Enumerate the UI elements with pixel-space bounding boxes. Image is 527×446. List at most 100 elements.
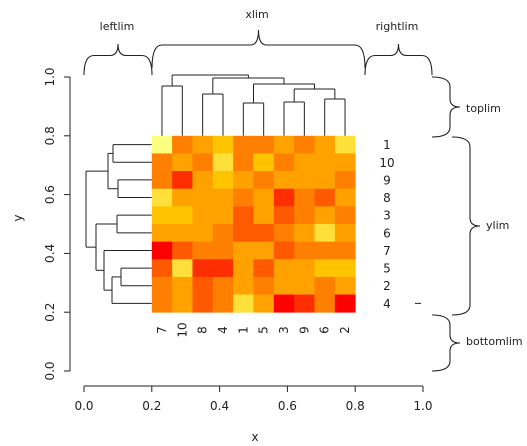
heatmap-cell — [253, 188, 275, 207]
heatmap-cell — [294, 276, 315, 295]
heatmap-cell — [172, 135, 193, 154]
x-tick-label: 0.2 — [142, 399, 161, 413]
heatmap-cell — [151, 206, 173, 225]
heatmap-cell — [233, 259, 254, 278]
heatmap-cell — [314, 294, 336, 313]
axes: 0.0 0.2 0.4 0.6 0.8 1.0 0.0 0.2 0.4 0.6 0.8 1.0 — [43, 67, 433, 413]
y-axis-title: y — [11, 214, 25, 221]
heatmap-cell — [314, 259, 336, 278]
y-tick-label: 0.4 — [43, 244, 57, 263]
annotation-xlim: xlim — [245, 8, 268, 21]
heatmap-cell — [334, 135, 356, 154]
x-axis-title: x — [251, 430, 258, 444]
row-label: 7 — [383, 244, 391, 258]
heatmap-cell — [233, 241, 254, 260]
heatmap-cell — [334, 171, 356, 190]
heatmap-cell — [233, 224, 254, 243]
heatmap-cell — [253, 294, 275, 313]
annotation-labels: xlim leftlim rightlim toplim ylim bottom… — [100, 8, 523, 348]
heatmap-cell — [273, 153, 295, 172]
heatmap-cell — [334, 206, 356, 225]
heatmap-cell — [253, 259, 275, 278]
heatmap-cell — [172, 171, 193, 190]
heatmap-cell — [172, 206, 193, 225]
heatmap-cell — [294, 241, 315, 260]
heatmap-cell — [314, 153, 336, 172]
heatmap-cell — [314, 188, 336, 207]
rightlim-brace — [364, 43, 433, 76]
annotation-ylim: ylim — [486, 219, 509, 232]
heatmap-cell — [273, 171, 295, 190]
heatmap-cell — [294, 259, 315, 278]
annotation-bottomlim: bottomlim — [466, 335, 523, 348]
heatmap-cell — [151, 241, 173, 260]
heatmap-cell — [192, 206, 214, 225]
heatmap-cell — [192, 153, 214, 172]
heatmap-cell — [151, 276, 173, 295]
heatmap-cell — [294, 188, 315, 207]
heatmap-cell — [334, 294, 356, 313]
heatmap-cell — [273, 188, 295, 207]
y-tick-label: 0.6 — [43, 185, 57, 204]
x-tick-label: 0.8 — [346, 399, 365, 413]
heatmap-cell — [212, 224, 234, 243]
bottomlim-brace — [431, 314, 461, 372]
heatmap-cell — [212, 206, 234, 225]
heatmap-cell — [334, 241, 356, 260]
leftlim-brace — [83, 43, 153, 76]
heatmap-cell — [314, 171, 336, 190]
heatmap-cell — [334, 188, 356, 207]
column-label: 5 — [257, 326, 271, 334]
column-label: 7 — [155, 326, 169, 334]
heatmap-cell — [273, 241, 295, 260]
x-tick-label: 0.4 — [210, 399, 229, 413]
annotation-leftlim: leftlim — [100, 20, 135, 33]
heatmap-cell — [253, 171, 275, 190]
xlim-brace — [151, 29, 366, 69]
heatmap-cell — [233, 206, 254, 225]
heatmap-cell — [233, 294, 254, 313]
column-label: 2 — [338, 326, 352, 334]
heatmap-cell — [334, 153, 356, 172]
heatmap-cell — [192, 188, 214, 207]
heatmap-cell — [151, 135, 173, 154]
annotation-toplim: toplim — [466, 102, 501, 115]
x-tick-label: 0.6 — [278, 399, 297, 413]
heatmap-cell — [151, 153, 173, 172]
heatmap-cell — [233, 135, 254, 154]
heatmap-cell — [273, 294, 295, 313]
heatmap-cell — [273, 259, 295, 278]
heatmap-cell — [314, 276, 336, 295]
row-label: 4 — [383, 297, 391, 311]
column-label: 4 — [216, 326, 230, 334]
annotation-rightlim: rightlim — [376, 20, 419, 33]
column-label: 1 — [236, 326, 250, 334]
heatmap-cell — [172, 259, 193, 278]
heatmap-cell — [151, 259, 173, 278]
heatmap-cell — [294, 294, 315, 313]
heatmap-cell — [151, 171, 173, 190]
heatmap-cell — [314, 135, 336, 154]
heatmap-cell — [212, 259, 234, 278]
row-label: 1 — [383, 138, 391, 152]
dendrograms — [85, 74, 346, 304]
row-label: 8 — [383, 191, 391, 205]
heatmap-cell — [273, 206, 295, 225]
heatmap-cell — [294, 171, 315, 190]
heatmap-cell — [294, 224, 315, 243]
heatmap-cell — [314, 241, 336, 260]
heatmap-cell — [253, 276, 275, 295]
row-label: 2 — [383, 279, 391, 293]
column-label: 6 — [318, 326, 332, 334]
column-label: 3 — [277, 326, 291, 334]
heatmap-cell — [334, 276, 356, 295]
column-label: 10 — [175, 322, 189, 337]
toplim-brace — [431, 76, 461, 138]
heatmap-cell — [294, 135, 315, 154]
row-label: 9 — [383, 173, 391, 187]
heatmap-cell — [151, 188, 173, 207]
ylim-brace — [451, 136, 481, 316]
heatmap-cell — [192, 224, 214, 243]
